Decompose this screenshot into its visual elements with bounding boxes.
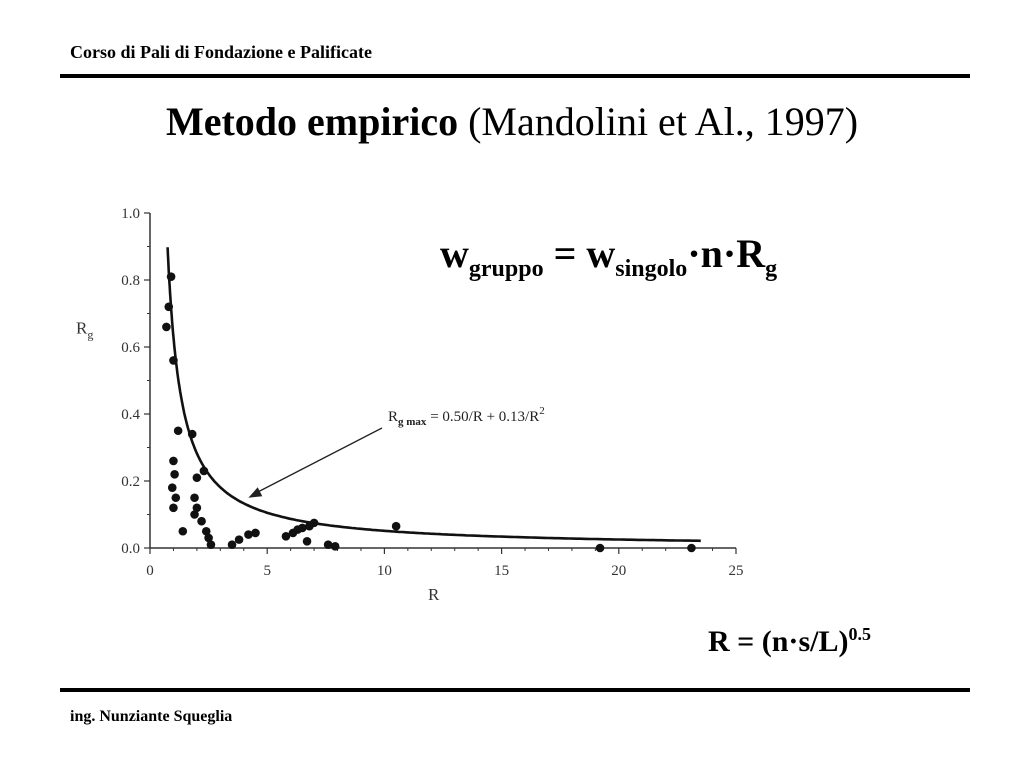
data-point <box>298 523 307 533</box>
title-bold: Metodo empirico <box>165 99 459 144</box>
data-point <box>164 302 174 312</box>
data-point <box>234 535 244 544</box>
data-point <box>309 518 319 528</box>
title-reference: (Mandolini et Al., 1997) <box>468 99 859 144</box>
y-tick-label: 1.0 <box>121 206 140 222</box>
data-point <box>201 526 211 536</box>
data-point <box>169 456 178 466</box>
data-point <box>302 537 312 546</box>
author-footer: ing. Nunziante Squeglia <box>70 708 233 725</box>
data-point <box>173 426 183 436</box>
data-point <box>171 493 181 503</box>
data-point <box>190 510 199 519</box>
x-tick-label: 0 <box>146 563 154 579</box>
data-point <box>199 466 209 476</box>
data-point <box>391 521 401 531</box>
y-tick-label: 0.4 <box>121 407 140 423</box>
x-tick-label: 20 <box>611 563 626 579</box>
data-point <box>178 526 188 536</box>
data-point <box>162 322 171 332</box>
x-tick-label: 5 <box>263 563 271 579</box>
annotation-arrow-line <box>254 427 383 495</box>
data-point <box>169 503 178 513</box>
y-axis-label: Rg <box>76 319 93 342</box>
bottom-rule <box>60 688 970 692</box>
y-tick-label: 0.0 <box>121 541 140 557</box>
data-point <box>244 530 253 539</box>
course-header: Corso di Pali di Fondazione e Palificate <box>70 42 372 62</box>
data-point <box>192 503 202 513</box>
data-point <box>227 540 237 549</box>
top-rule <box>60 74 970 78</box>
data-point <box>192 473 202 482</box>
data-point <box>170 470 179 479</box>
data-point <box>323 540 333 549</box>
annotation-arrow-head <box>248 487 263 498</box>
curve-annotation: Rg max = 0.50/R + 0.13/R2 <box>388 405 545 428</box>
data-point <box>169 356 178 365</box>
group-settlement-formula: wgruppo = wsingolo·n·Rg <box>440 231 778 282</box>
data-point <box>595 543 605 553</box>
slide-title: Metodo empirico (Mandolini et Al., 1997) <box>0 96 1024 148</box>
data-point <box>166 272 176 281</box>
x-tick-label: 10 <box>377 563 392 579</box>
data-point <box>281 531 291 541</box>
data-point <box>206 540 216 549</box>
y-tick-label: 0.6 <box>121 340 140 356</box>
y-tick-label: 0.8 <box>121 273 140 289</box>
x-tick-label: 25 <box>729 563 744 579</box>
data-point <box>197 516 206 526</box>
data-point <box>167 483 177 493</box>
data-point <box>204 533 213 543</box>
data-point <box>251 528 260 538</box>
data-point <box>187 429 197 439</box>
y-tick-label: 0.2 <box>121 474 140 490</box>
x-tick-label: 15 <box>494 563 509 579</box>
r-definition-formula: R = (n·s/L)0.5 <box>708 624 871 658</box>
data-point <box>330 542 340 551</box>
rg-max-curve <box>166 247 701 543</box>
x-axis-label: R <box>428 585 440 604</box>
data-point <box>687 543 696 553</box>
data-point <box>190 493 199 503</box>
